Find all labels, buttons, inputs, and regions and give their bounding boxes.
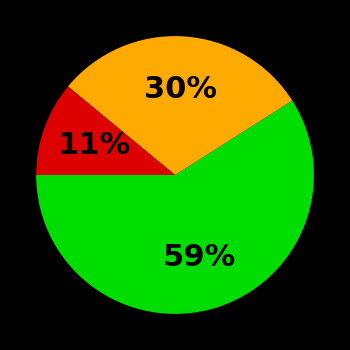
Text: 59%: 59% (162, 243, 236, 272)
Text: 30%: 30% (144, 75, 217, 104)
Text: 11%: 11% (57, 131, 131, 160)
Wedge shape (36, 100, 314, 314)
Wedge shape (36, 86, 175, 175)
Wedge shape (68, 36, 292, 175)
